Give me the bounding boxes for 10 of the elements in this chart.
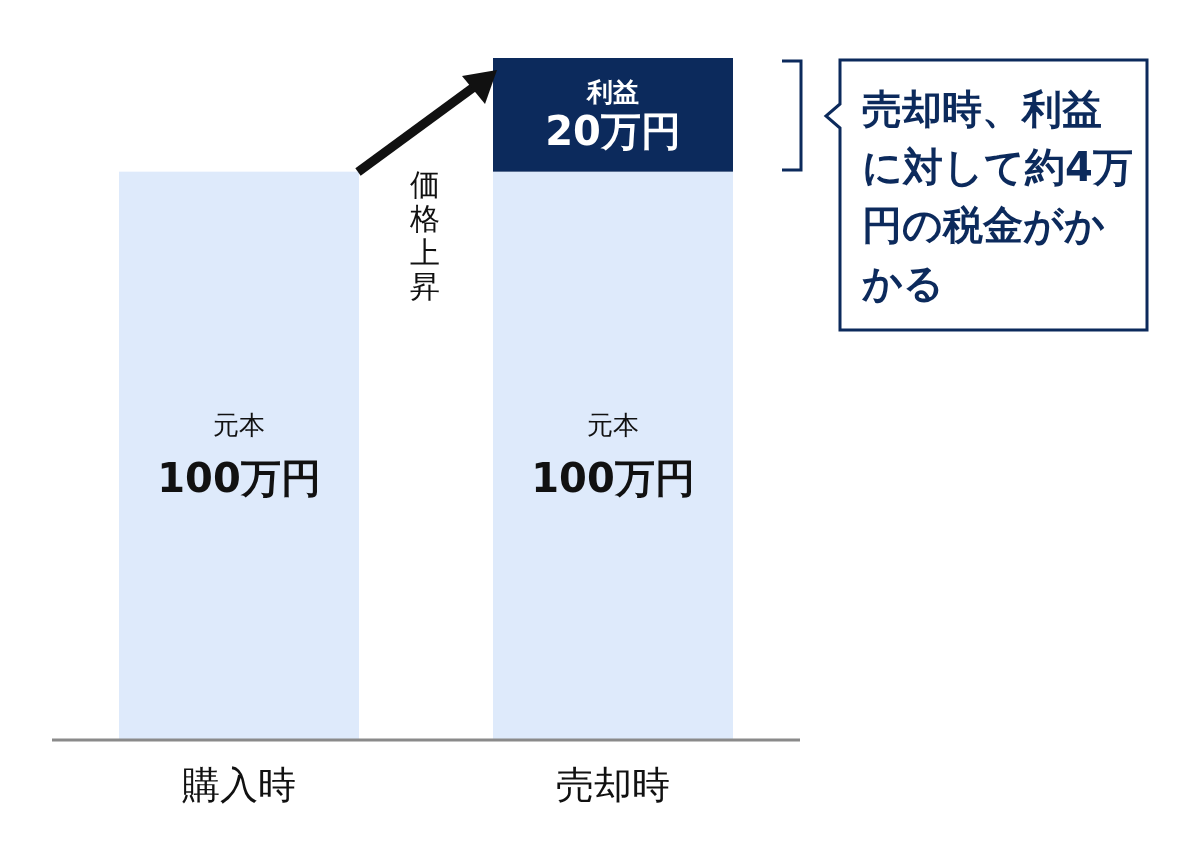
data-label: 100万円 (531, 454, 695, 501)
data-label: 100万円 (157, 454, 321, 501)
x-tick-label: 購入時 (182, 763, 296, 807)
text: 売却時、利益に対して約4万円の税金がかかる (862, 85, 1134, 308)
x-tick-label: 売却時 (556, 763, 670, 807)
series-label: 元本 (213, 409, 265, 440)
annotation: 価格上昇 (409, 167, 440, 304)
text: 元本 (587, 409, 639, 440)
series-label: 利益 (586, 76, 639, 107)
data-label: 20万円 (545, 107, 681, 154)
